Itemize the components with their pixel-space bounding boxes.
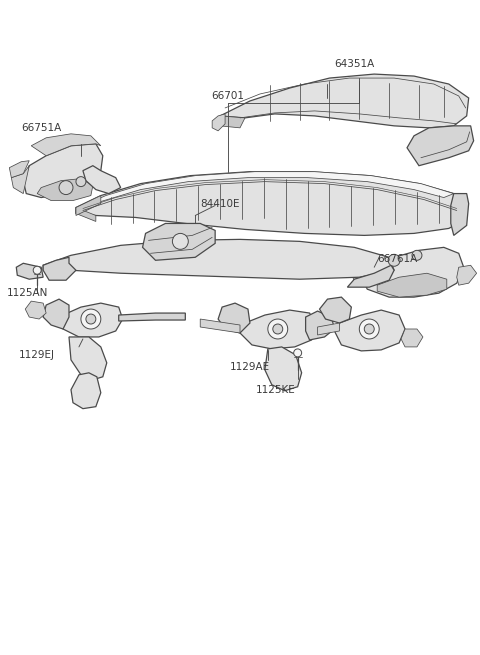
Circle shape bbox=[273, 324, 283, 334]
Text: 64351A: 64351A bbox=[335, 59, 375, 69]
Polygon shape bbox=[76, 196, 101, 215]
Polygon shape bbox=[335, 310, 405, 351]
Polygon shape bbox=[76, 208, 96, 221]
Polygon shape bbox=[59, 303, 123, 337]
Polygon shape bbox=[79, 172, 454, 212]
Polygon shape bbox=[25, 301, 46, 319]
Circle shape bbox=[76, 177, 86, 187]
Polygon shape bbox=[318, 323, 339, 335]
Circle shape bbox=[81, 309, 101, 329]
Text: 66751A: 66751A bbox=[21, 123, 61, 133]
Polygon shape bbox=[451, 194, 468, 235]
Text: 1125KE: 1125KE bbox=[256, 384, 296, 395]
Polygon shape bbox=[200, 319, 240, 333]
Polygon shape bbox=[351, 265, 367, 285]
Text: 1129AE: 1129AE bbox=[230, 362, 270, 372]
Circle shape bbox=[388, 254, 400, 267]
Circle shape bbox=[59, 181, 73, 195]
Polygon shape bbox=[306, 311, 335, 340]
Polygon shape bbox=[43, 257, 76, 280]
Polygon shape bbox=[71, 373, 101, 409]
Polygon shape bbox=[401, 329, 423, 347]
Polygon shape bbox=[220, 74, 468, 128]
Polygon shape bbox=[212, 114, 225, 131]
Polygon shape bbox=[37, 179, 93, 200]
Polygon shape bbox=[12, 166, 29, 194]
Circle shape bbox=[294, 349, 301, 357]
Circle shape bbox=[172, 233, 188, 250]
Polygon shape bbox=[16, 263, 43, 279]
Polygon shape bbox=[119, 313, 185, 321]
Polygon shape bbox=[457, 265, 477, 285]
Text: 1129EJ: 1129EJ bbox=[19, 350, 55, 360]
Polygon shape bbox=[361, 248, 464, 297]
Polygon shape bbox=[76, 172, 467, 235]
Polygon shape bbox=[143, 223, 215, 260]
Polygon shape bbox=[69, 337, 107, 380]
Polygon shape bbox=[320, 297, 351, 323]
Polygon shape bbox=[348, 265, 394, 287]
Polygon shape bbox=[43, 299, 69, 329]
Polygon shape bbox=[83, 166, 120, 194]
Polygon shape bbox=[218, 303, 250, 333]
Text: 84410E: 84410E bbox=[200, 198, 240, 208]
Circle shape bbox=[412, 250, 422, 260]
Text: 66761A: 66761A bbox=[377, 254, 418, 264]
Polygon shape bbox=[377, 273, 447, 297]
Polygon shape bbox=[23, 144, 103, 198]
Circle shape bbox=[86, 314, 96, 324]
Polygon shape bbox=[265, 347, 301, 391]
Circle shape bbox=[268, 319, 288, 339]
Polygon shape bbox=[407, 126, 474, 166]
Polygon shape bbox=[43, 239, 394, 279]
Polygon shape bbox=[240, 310, 318, 349]
Circle shape bbox=[33, 267, 41, 274]
Polygon shape bbox=[220, 116, 245, 128]
Circle shape bbox=[364, 324, 374, 334]
Circle shape bbox=[360, 319, 379, 339]
Polygon shape bbox=[9, 160, 29, 178]
Polygon shape bbox=[31, 134, 101, 156]
Text: 1125AN: 1125AN bbox=[6, 288, 48, 298]
Text: 66701: 66701 bbox=[212, 91, 245, 101]
